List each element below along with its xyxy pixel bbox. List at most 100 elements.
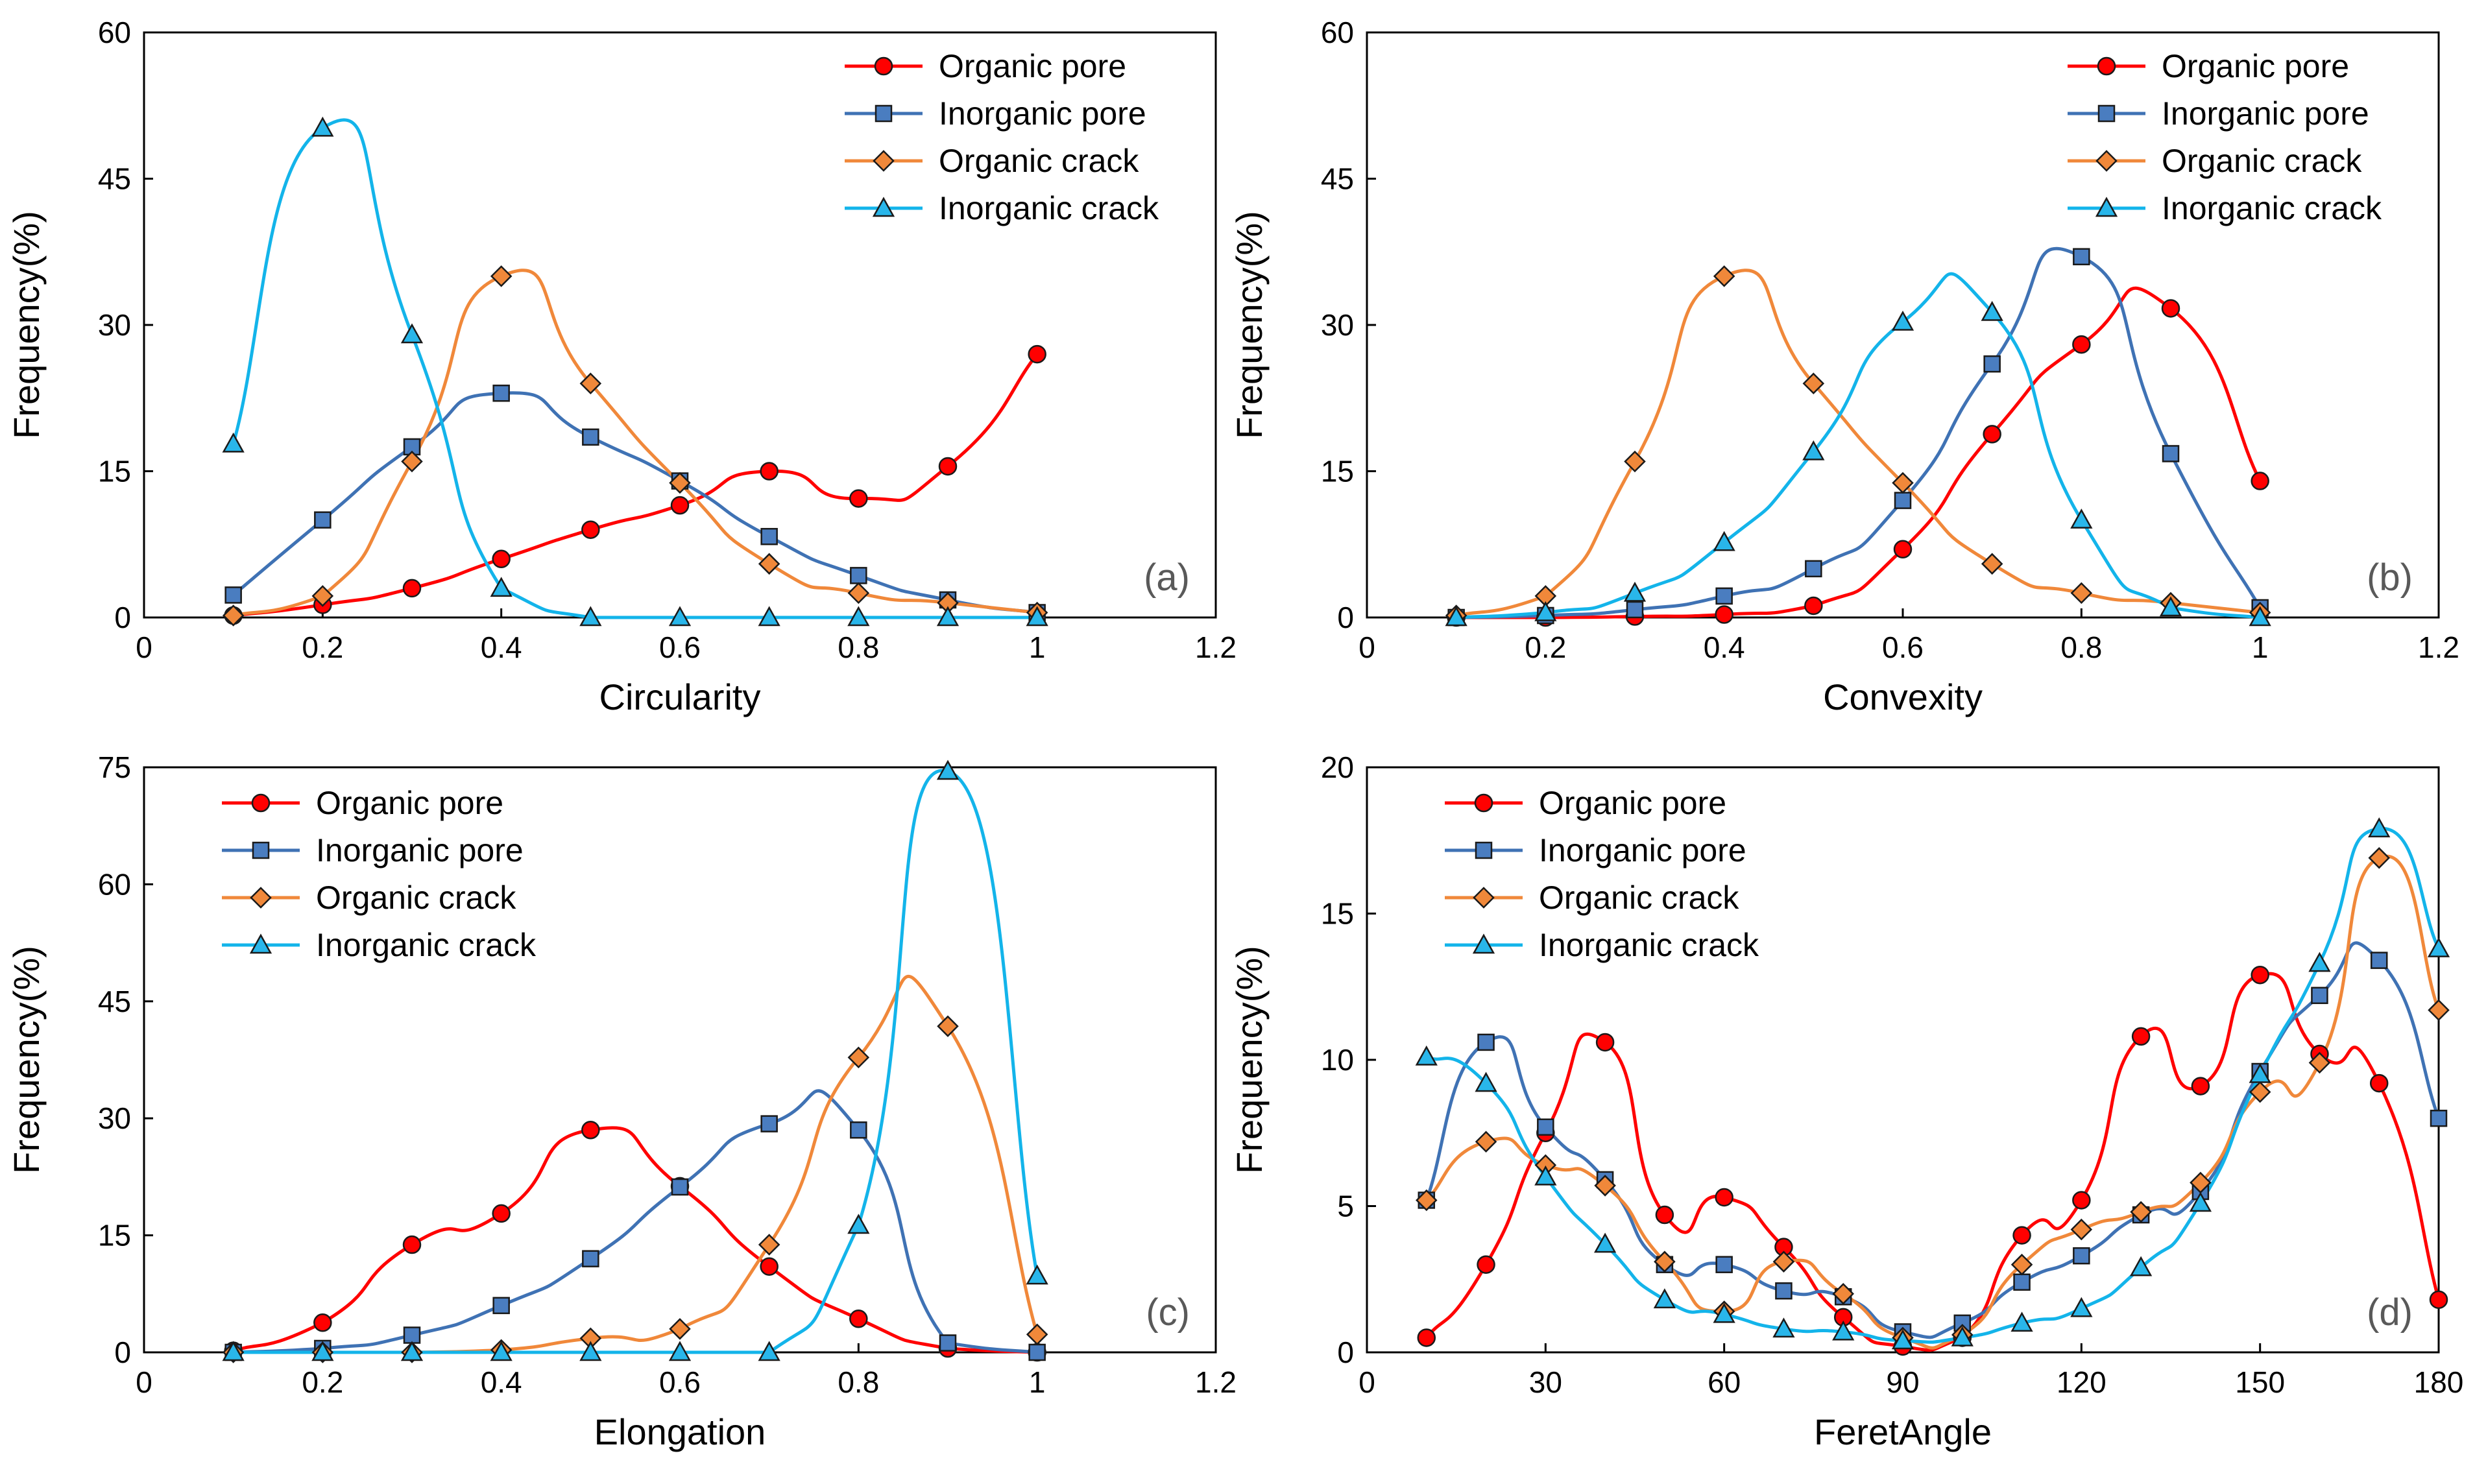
data-point-inorganic-crack: [936, 606, 960, 627]
x-tick-label: 1: [1029, 1365, 1046, 1399]
data-point-inorganic-crack: [847, 606, 870, 627]
series-line-organic-pore: [232, 1126, 1039, 1354]
data-point-inorganic-pore: [850, 1121, 867, 1139]
data-point-organic-pore: [2251, 965, 2269, 985]
y-tick-label: 75: [98, 750, 131, 784]
y-tick-label: 0: [1337, 1335, 1354, 1369]
legend-marker-organic-crack: [873, 150, 895, 172]
series-line-inorganic-crack: [232, 118, 1039, 619]
y-tick-label: 45: [98, 985, 131, 1018]
x-tick-label: 0: [136, 1365, 152, 1399]
data-point-inorganic-crack: [311, 1341, 334, 1361]
x-tick-label: 0.4: [481, 1365, 522, 1399]
panel-label: (d): [2367, 1291, 2413, 1334]
data-point-organic-pore: [1804, 596, 1823, 616]
y-tick-label: 60: [1321, 16, 1354, 49]
x-tick-label: 120: [2057, 1365, 2107, 1399]
legend-marker-inorganic-pore: [875, 104, 893, 123]
data-point-inorganic-crack: [1026, 606, 1048, 627]
x-tick-label: 30: [1529, 1365, 1562, 1399]
data-point-inorganic-crack: [1951, 1326, 1974, 1346]
x-axis-title: Circularity: [599, 676, 761, 717]
data-point-inorganic-crack: [2129, 1256, 2153, 1276]
series-points-inorganic-crack: [222, 760, 1048, 1361]
data-point-organic-crack: [579, 372, 602, 394]
legend-marker-inorganic-pore: [252, 841, 270, 859]
data-point-inorganic-crack: [936, 760, 960, 780]
x-axis-title: FeretAngle: [1814, 1411, 1992, 1452]
data-point-organic-pore: [2369, 1073, 2389, 1093]
data-point-inorganic-crack: [1832, 1320, 1855, 1341]
x-tick-label: 0.6: [659, 1365, 701, 1399]
data-point-inorganic-crack: [490, 1341, 513, 1361]
data-point-organic-pore: [2072, 335, 2091, 354]
data-point-inorganic-crack: [1891, 1329, 1914, 1350]
data-point-inorganic-crack: [668, 1341, 692, 1361]
data-point-inorganic-pore: [2311, 987, 2328, 1005]
legend-label-organic-crack: Organic crack: [1539, 880, 1739, 916]
data-point-inorganic-pore: [1715, 1256, 1733, 1273]
data-point-organic-crack: [1026, 1323, 1048, 1346]
data-point-inorganic-crack: [490, 577, 513, 597]
series-lines: [1455, 246, 2262, 619]
legend-marker-organic-crack: [2095, 150, 2118, 172]
data-point-organic-crack: [1832, 1283, 1854, 1305]
legend-label-inorganic-pore: Inorganic pore: [939, 95, 1146, 132]
y-tick-label: 5: [1337, 1190, 1354, 1223]
data-point-inorganic-pore: [2162, 445, 2180, 462]
x-tick-label: 60: [1708, 1365, 1741, 1399]
y-tick-label: 0: [114, 1335, 131, 1369]
data-point-inorganic-crack: [1713, 531, 1735, 551]
x-tick-label: 0: [1358, 630, 1375, 664]
data-point-organic-crack: [1802, 372, 1825, 394]
data-point-organic-crack: [1713, 265, 1735, 287]
data-point-inorganic-pore: [760, 1115, 778, 1132]
x-tick-label: 1.2: [2418, 630, 2459, 664]
x-tick-label: 0.2: [1525, 630, 1566, 664]
legend-marker-inorganic-pore: [1475, 841, 1493, 859]
data-point-organic-pore: [760, 462, 779, 481]
y-tick-label: 30: [98, 1101, 131, 1135]
data-point-organic-pore: [2012, 1226, 2031, 1245]
x-tick-label: 1.2: [1195, 630, 1237, 664]
legend-label-inorganic-pore: Inorganic pore: [2162, 95, 2369, 132]
data-point-organic-crack: [2130, 1201, 2152, 1223]
data-point-organic-pore: [849, 1310, 868, 1328]
data-point-organic-pore: [1477, 1255, 1495, 1274]
y-tick-label: 15: [98, 1219, 131, 1252]
data-point-inorganic-crack: [1534, 601, 1557, 621]
y-axis-title: Frequency(%): [6, 946, 47, 1174]
series-line-inorganic-pore: [1455, 246, 2262, 619]
legend-label-organic-pore: Organic pore: [2162, 48, 2349, 84]
data-point-organic-crack: [490, 265, 513, 287]
x-tick-label: 150: [2235, 1365, 2285, 1399]
series-points-inorganic-crack: [222, 116, 1048, 627]
data-point-inorganic-crack: [758, 1341, 780, 1361]
data-point-inorganic-pore: [1805, 560, 1822, 578]
legend-marker-organic-crack: [1473, 887, 1495, 909]
legend-label-organic-crack: Organic crack: [316, 880, 516, 916]
legend-label-inorganic-crack: Inorganic crack: [316, 927, 537, 963]
series-line-organic-pore: [232, 352, 1039, 617]
data-point-inorganic-crack: [400, 323, 424, 344]
data-point-organic-crack: [1475, 1131, 1497, 1153]
data-point-inorganic-crack: [311, 116, 334, 137]
series-points-organic-pore: [224, 1120, 1046, 1362]
x-tick-label: 1.2: [1195, 1365, 1237, 1399]
data-point-organic-crack: [758, 1234, 780, 1256]
series-lines: [232, 118, 1039, 619]
y-tick-label: 15: [1321, 455, 1354, 488]
data-point-inorganic-crack: [847, 1214, 870, 1234]
x-tick-label: 0.6: [659, 630, 701, 664]
series-line-organic-crack: [232, 269, 1039, 617]
data-point-inorganic-pore: [1537, 1118, 1554, 1136]
data-point-inorganic-crack: [222, 432, 245, 453]
data-point-inorganic-crack: [2010, 1311, 2033, 1332]
x-tick-label: 0: [136, 630, 152, 664]
data-point-inorganic-crack: [1772, 1317, 1795, 1338]
legend: Organic pore Inorganic pore Organic crack I…: [1445, 785, 1759, 963]
data-point-inorganic-pore: [1028, 1343, 1046, 1361]
data-point-organic-crack: [2010, 1253, 2033, 1276]
data-point-inorganic-pore: [1775, 1282, 1793, 1300]
data-point-organic-pore: [670, 496, 690, 515]
